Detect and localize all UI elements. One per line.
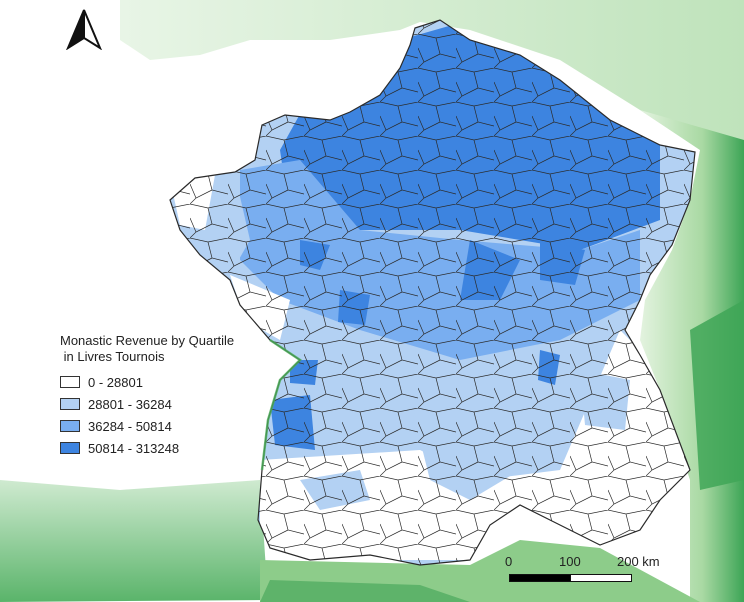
legend-label-q1: 0 - 28801 (88, 374, 143, 390)
terrain-north (120, 0, 744, 160)
legend-swatch-q3 (60, 420, 80, 432)
legend-title: Monastic Revenue by Quartile in Livres T… (60, 333, 234, 365)
scale-bar-black-segment (509, 574, 571, 582)
scale-label-0: 0 (505, 554, 513, 569)
scale-bar-white-segment (570, 574, 632, 582)
terrain-south (0, 480, 268, 602)
legend-item: 28801 - 36284 (60, 393, 234, 415)
legend-title-line1: Monastic Revenue by Quartile (60, 333, 235, 348)
scale-label-200: 200 km (617, 554, 660, 569)
legend-swatch-q2 (60, 398, 80, 410)
scale-bar: 0 100 200 km (505, 552, 660, 592)
legend-swatch-q4 (60, 442, 80, 454)
legend-label-q3: 36284 - 50814 (88, 418, 172, 434)
north-arrow-icon (64, 8, 104, 55)
legend: Monastic Revenue by Quartile in Livres T… (60, 333, 234, 459)
legend-item: 50814 - 313248 (60, 437, 234, 459)
legend-item: 36284 - 50814 (60, 415, 234, 437)
legend-swatch-q1 (60, 376, 80, 388)
legend-title-line2: in Livres Tournois (60, 349, 165, 364)
france-outline (169, 19, 696, 566)
legend-item: 0 - 28801 (60, 371, 234, 393)
legend-label-q4: 50814 - 313248 (88, 440, 180, 456)
scale-label-100: 100 (559, 554, 581, 569)
legend-label-q2: 28801 - 36284 (88, 396, 172, 412)
